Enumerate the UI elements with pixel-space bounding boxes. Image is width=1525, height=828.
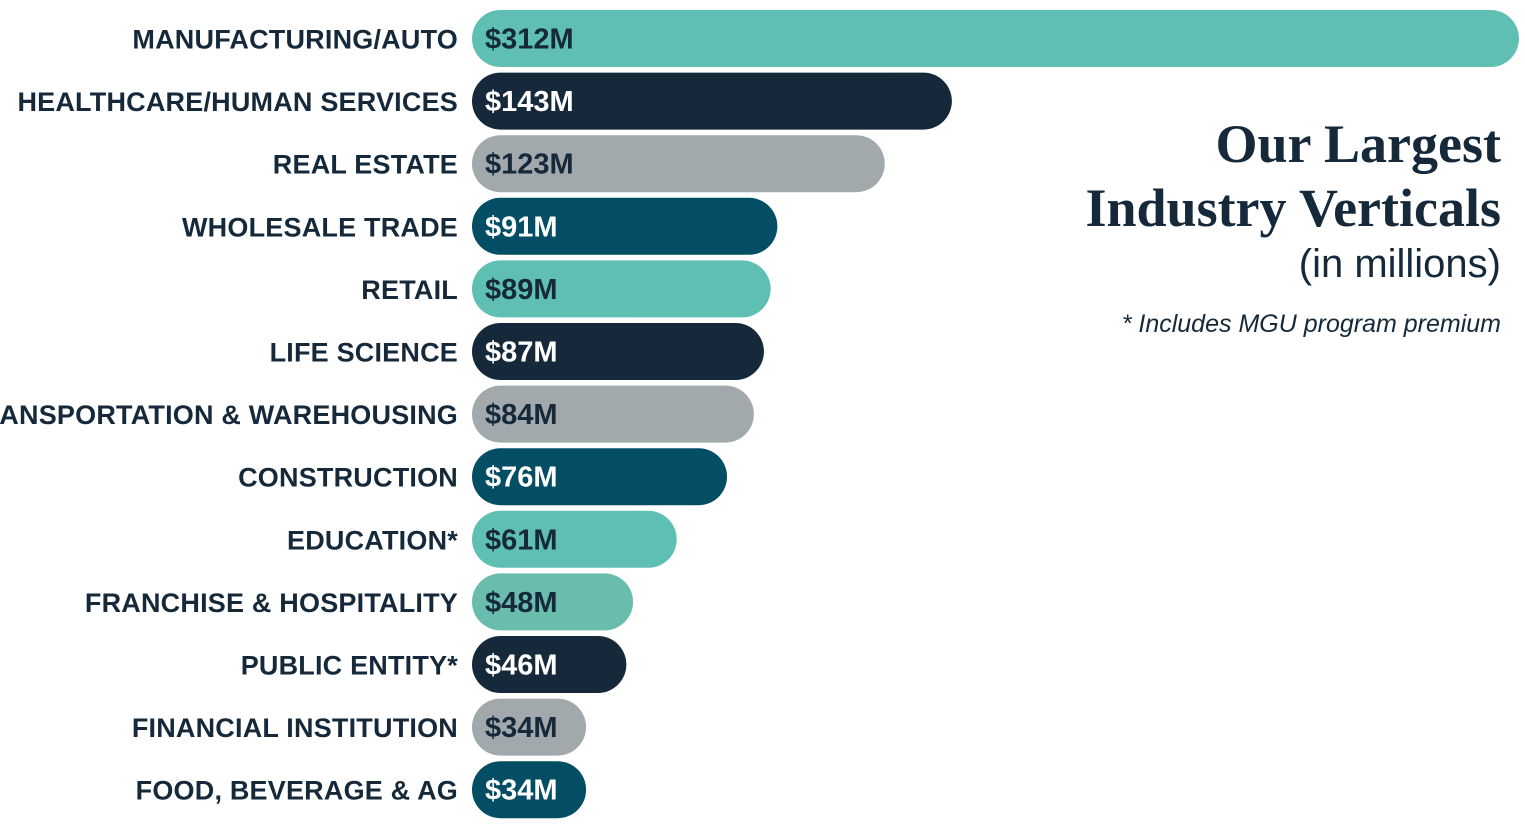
bar bbox=[472, 135, 885, 193]
bars-group: $312M MANUFACTURING/AUTO $143M HEALTHCARE/H… bbox=[0, 10, 1519, 819]
bar bbox=[472, 260, 771, 318]
bar-value-label: $34M bbox=[485, 712, 558, 744]
bar-value-label: $76M bbox=[485, 462, 558, 494]
category-label: FRANCHISE & HOSPITALITY bbox=[85, 588, 458, 618]
chart-footnote: * Includes MGU program premium bbox=[1121, 310, 1501, 338]
bar bbox=[472, 698, 587, 756]
bar-value-label: $87M bbox=[485, 337, 558, 369]
bar-value-label: $61M bbox=[485, 524, 558, 556]
bar-value-label: $89M bbox=[485, 274, 558, 306]
bar-value-label: $48M bbox=[485, 587, 558, 619]
bar-value-label: $123M bbox=[485, 149, 574, 181]
bar-value-label: $46M bbox=[485, 650, 558, 682]
bar bbox=[472, 761, 587, 819]
category-label: HEALTHCARE/HUMAN SERVICES bbox=[17, 87, 458, 117]
bar bbox=[472, 72, 952, 130]
chart-title-line-2: Industry Verticals bbox=[1085, 178, 1501, 238]
bar bbox=[472, 197, 778, 255]
chart-subtitle: (in millions) bbox=[1298, 242, 1501, 286]
bar bbox=[472, 573, 634, 631]
bar-value-label: $143M bbox=[485, 86, 574, 118]
chart-title-line-1: Our Largest bbox=[1215, 114, 1501, 174]
category-label: WHOLESALE TRADE bbox=[182, 212, 458, 242]
category-label: TRANSPORTATION & WAREHOUSING bbox=[0, 400, 458, 430]
category-label: CONSTRUCTION bbox=[238, 463, 458, 493]
category-label: FOOD, BEVERAGE & AG bbox=[136, 776, 458, 806]
bar bbox=[472, 448, 728, 506]
bar-value-label: $312M bbox=[485, 24, 574, 56]
bar-value-label: $84M bbox=[485, 399, 558, 431]
bar bbox=[472, 636, 627, 693]
category-label: REAL ESTATE bbox=[273, 150, 458, 180]
category-label: FINANCIAL INSTITUTION bbox=[132, 713, 458, 743]
bar bbox=[472, 510, 677, 568]
category-label: PUBLIC ENTITY* bbox=[241, 651, 459, 681]
bar bbox=[472, 10, 1519, 67]
category-label: RETAIL bbox=[361, 275, 458, 305]
category-label: LIFE SCIENCE bbox=[270, 338, 458, 368]
bar-value-label: $91M bbox=[485, 211, 558, 243]
category-label: MANUFACTURING/AUTO bbox=[132, 25, 458, 55]
category-label: EDUCATION* bbox=[287, 525, 458, 555]
bar-value-label: $34M bbox=[485, 775, 558, 807]
bar bbox=[472, 323, 764, 380]
chart-title: Our Largest Industry Verticals bbox=[901, 112, 1501, 240]
bar bbox=[472, 385, 754, 443]
